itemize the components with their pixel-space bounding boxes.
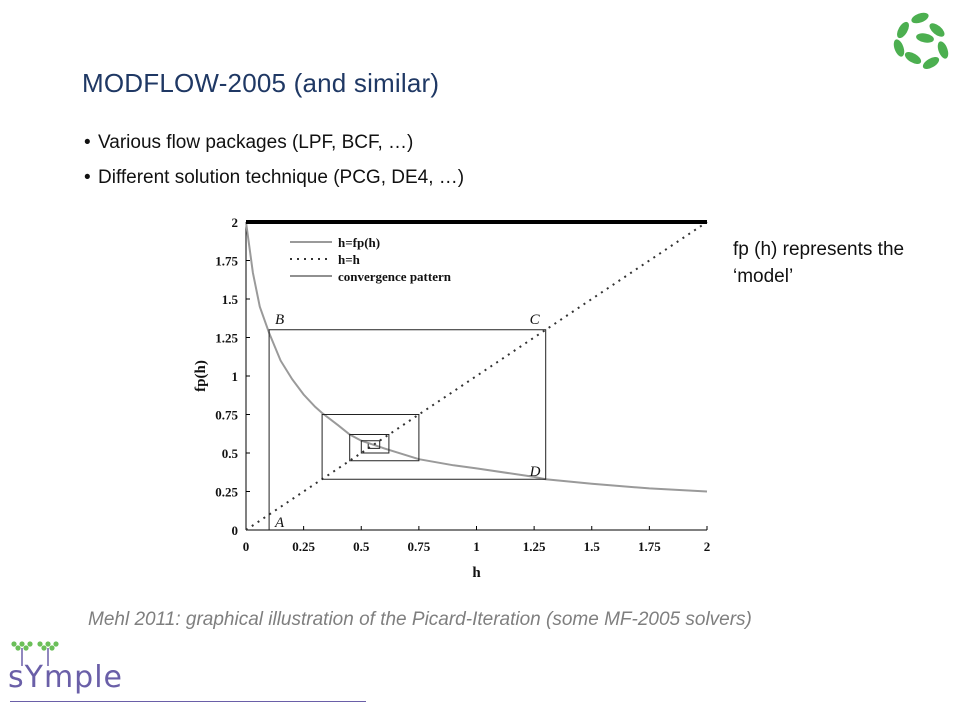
leaf-shape <box>911 12 929 24</box>
y-tick-label: 0.25 <box>215 485 238 500</box>
point-label-d: D <box>529 464 541 480</box>
x-tick-label: 1.25 <box>523 539 546 554</box>
leaf-shape <box>929 23 945 37</box>
series-line-2 <box>268 329 547 530</box>
bullet-dot-icon: • <box>84 167 91 188</box>
leaf-shape <box>937 41 949 59</box>
logo-leaf <box>23 645 29 651</box>
x-tick-label: 0.25 <box>292 539 315 554</box>
logo-leaf <box>37 641 43 647</box>
bullet-list: • Various flow packages (LPF, BCF, …) • Di… <box>84 132 464 202</box>
y-tick-label: 1.25 <box>215 331 238 346</box>
side-note: fp (h) represents the ‘model’ <box>733 239 905 287</box>
y-tick-label: 1.75 <box>215 254 238 269</box>
x-tick-label: 1.5 <box>584 539 601 554</box>
logo-leaf <box>19 641 25 647</box>
logo-tree-icon <box>11 641 59 666</box>
leaf-shape <box>916 33 934 43</box>
logo-leaf <box>27 641 33 647</box>
legend-label: h=fp(h) <box>338 235 380 250</box>
logo-leaf <box>45 641 51 647</box>
bullet-text: Different solution technique (PCG, DE4, … <box>98 167 465 188</box>
leaf-shape <box>897 21 909 39</box>
bullet-item: • Various flow packages (LPF, BCF, …) <box>84 132 464 154</box>
point-label-c: C <box>530 312 541 328</box>
logo-leaf <box>49 645 55 651</box>
logo-leaf <box>11 641 17 647</box>
x-tick-label: 2 <box>704 539 711 554</box>
leaf-shape <box>904 52 922 64</box>
y-tick-label: 0.75 <box>215 408 238 423</box>
y-tick-label: 0.5 <box>222 446 239 461</box>
logo-leaf <box>41 645 47 651</box>
legend-label: convergence pattern <box>338 269 452 284</box>
legend-label: h=h <box>338 252 361 267</box>
y-tick-label: 2 <box>232 215 239 230</box>
x-axis-label: h <box>472 565 481 581</box>
leaf-shape <box>922 57 940 69</box>
y-tick-label: 0 <box>232 523 239 538</box>
slide-title: MODFLOW-2005 (and similar) <box>82 68 440 98</box>
leaf-decoration-icon <box>893 12 949 69</box>
x-tick-label: 0.5 <box>353 539 370 554</box>
point-label-a: A <box>274 515 285 531</box>
x-tick-label: 1 <box>473 539 480 554</box>
logo-leaf <box>15 645 21 651</box>
symple-logo: sYmple <box>8 660 124 695</box>
point-label-b: B <box>275 312 284 328</box>
logo-leaf <box>53 641 59 647</box>
leaf-shape <box>893 39 905 57</box>
bullet-text: Various flow packages (LPF, BCF, …) <box>98 132 414 153</box>
series-line-1 <box>245 221 708 531</box>
figure-caption: Mehl 2011: graphical illustration of the… <box>88 609 752 630</box>
footer-divider <box>10 701 366 702</box>
series-line-0 <box>245 221 708 493</box>
y-tick-label: 1.5 <box>222 292 239 307</box>
bullet-dot-icon: • <box>84 132 91 153</box>
x-tick-label: 1.75 <box>638 539 661 554</box>
bullet-item: • Different solution technique (PCG, DE4,… <box>84 167 464 189</box>
y-tick-label: 1 <box>232 369 239 384</box>
y-axis-label: fp(h) <box>193 360 209 392</box>
x-tick-label: 0.75 <box>408 539 431 554</box>
x-tick-label: 0 <box>243 539 250 554</box>
